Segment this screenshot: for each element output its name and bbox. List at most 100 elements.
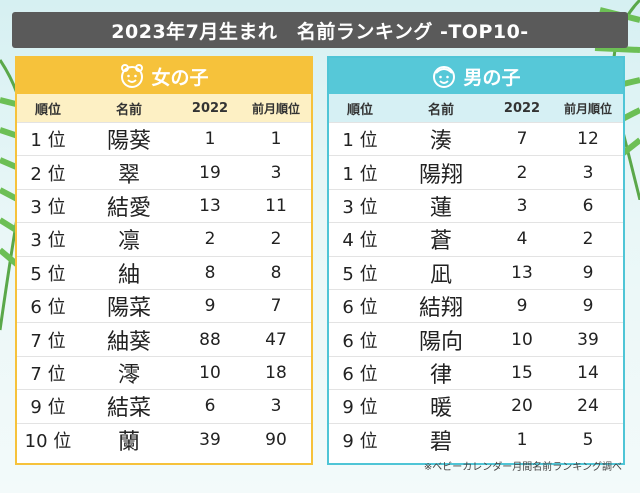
prev-cell: 9 (582, 262, 594, 283)
table-row: 9 位 碧 1 5 (329, 422, 623, 456)
prev-cell: 6 (582, 195, 594, 216)
name-cell: 陽向 (418, 329, 463, 355)
rank-cell: 10 位 (24, 430, 72, 452)
table-row: 3 位 蓮 3 6 (329, 188, 623, 222)
rank-cell: 1 位 (342, 130, 378, 152)
table-row: 2 位 翠 19 3 (17, 155, 311, 188)
rank-cell: 5 位 (342, 263, 378, 285)
rank-cell: 6 位 (342, 363, 378, 385)
year-cell: 13 (199, 195, 221, 216)
year-cell: 15 (511, 362, 533, 383)
name-cell: 結愛 (106, 195, 151, 221)
prev-cell: 90 (265, 429, 287, 450)
ranking-frame: 2023年7月生まれ 名前ランキング -TOP10- 女の子 順位 名前 202… (12, 12, 628, 480)
prev-cell: 7 (270, 296, 282, 317)
name-cell: 律 (429, 362, 452, 388)
prev-cell: 3 (270, 396, 282, 417)
girls-heading: 女の子 (151, 66, 209, 89)
name-cell: 澪 (117, 362, 140, 388)
name-cell: 蓮 (429, 195, 452, 221)
rank-cell: 9 位 (30, 397, 66, 419)
prev-cell: 14 (577, 362, 599, 383)
prev-cell: 18 (265, 362, 287, 383)
name-cell: 結翔 (418, 296, 463, 322)
year-cell: 2 (204, 229, 216, 250)
year-cell: 1 (516, 429, 528, 450)
name-cell: 紬葵 (106, 329, 151, 355)
year-cell: 3 (516, 195, 528, 216)
year-cell: 39 (199, 429, 221, 450)
year-cell: 88 (199, 329, 221, 350)
rank-cell: 7 位 (30, 363, 66, 385)
table-row: 10 位 蘭 39 90 (17, 422, 311, 456)
rank-cell: 3 位 (30, 196, 66, 218)
rank-cell: 2 位 (30, 163, 66, 185)
rank-column-header: 順位 (34, 102, 61, 118)
table-row: 7 位 澪 10 18 (17, 355, 311, 389)
boy-face-icon (433, 66, 456, 88)
table-row: 1 位 陽翔 2 3 (329, 155, 623, 188)
year-cell: 6 (204, 396, 216, 417)
rank-cell: 1 位 (342, 163, 378, 185)
prev-cell: 11 (265, 195, 287, 216)
boys-heading: 男の子 (463, 66, 521, 89)
prev-cell: 47 (265, 329, 287, 350)
prev-cell: 3 (270, 162, 282, 183)
prev-cell: 12 (577, 129, 599, 150)
name-cell: 翠 (117, 162, 140, 188)
girl-face-icon (121, 64, 144, 88)
table-row: 6 位 結翔 9 9 (329, 288, 623, 322)
name-cell: 凪 (429, 262, 452, 288)
page-title: 2023年7月生まれ 名前ランキング -TOP10- (111, 20, 529, 43)
year-cell: 9 (516, 296, 528, 317)
name-column-header: 名前 (115, 102, 142, 118)
boys-column-header: 順位 名前 2022 前月順位 (329, 94, 623, 122)
table-row: 6 位 陽菜 9 7 (17, 288, 311, 322)
prev-rank-column-header: 前月順位 (251, 101, 300, 116)
year-cell: 13 (511, 262, 533, 283)
rank-cell: 9 位 (342, 397, 378, 419)
table-row: 5 位 凪 13 9 (329, 255, 623, 289)
year-column-header: 2022 (503, 100, 541, 116)
prev-cell: 2 (270, 229, 282, 250)
table-row: 1 位 陽葵 1 1 (17, 122, 311, 155)
table-row: 9 位 暖 20 24 (329, 389, 623, 422)
prev-rank-column-header: 前月順位 (563, 101, 612, 116)
boys-panel-header: 男の子 (329, 58, 623, 94)
girls-ranking-panel: 女の子 順位 名前 2022 前月順位 1 位陽葵 1 1 2 位翠 19 3 3 位結… (15, 56, 313, 465)
name-cell: 陽葵 (106, 129, 151, 155)
year-cell: 19 (199, 162, 221, 183)
year-cell: 7 (516, 129, 528, 150)
girls-panel-header: 女の子 (17, 58, 311, 94)
table-row: 6 位 陽向 10 39 (329, 322, 623, 355)
table-row: 6 位 律 15 14 (329, 355, 623, 389)
year-column-header: 2022 (191, 100, 229, 116)
rank-cell: 7 位 (30, 330, 66, 352)
rank-cell: 9 位 (342, 430, 378, 452)
name-cell: 紬 (117, 262, 140, 288)
prev-cell: 8 (270, 262, 282, 283)
name-cell: 結菜 (106, 396, 151, 422)
rank-cell: 6 位 (30, 297, 66, 319)
boys-ranking-panel: 男の子 順位 名前 2022 前月順位 1 位湊 7 12 1 位陽翔 2 3 3 位蓮… (327, 56, 625, 465)
name-cell: 蒼 (429, 229, 452, 255)
girls-column-header: 順位 名前 2022 前月順位 (17, 94, 311, 122)
table-row: 3 位 凛 2 2 (17, 222, 311, 255)
prev-cell: 2 (582, 229, 594, 250)
table-row: 1 位 湊 7 12 (329, 122, 623, 155)
table-row: 3 位 結愛 13 11 (17, 188, 311, 222)
year-cell: 8 (204, 262, 216, 283)
name-column-header: 名前 (427, 102, 454, 118)
rank-column-header: 順位 (346, 102, 373, 118)
rank-cell: 1 位 (30, 130, 66, 152)
name-cell: 陽菜 (106, 296, 151, 322)
prev-cell: 5 (582, 429, 594, 450)
name-cell: 碧 (429, 429, 452, 455)
rank-cell: 4 位 (342, 230, 378, 252)
source-note: ※ベビーカレンダー月間名前ランキング調べ (423, 462, 622, 473)
title-bar: 2023年7月生まれ 名前ランキング -TOP10- (12, 12, 628, 48)
table-row: 5 位 紬 8 8 (17, 255, 311, 289)
year-cell: 4 (516, 229, 528, 250)
